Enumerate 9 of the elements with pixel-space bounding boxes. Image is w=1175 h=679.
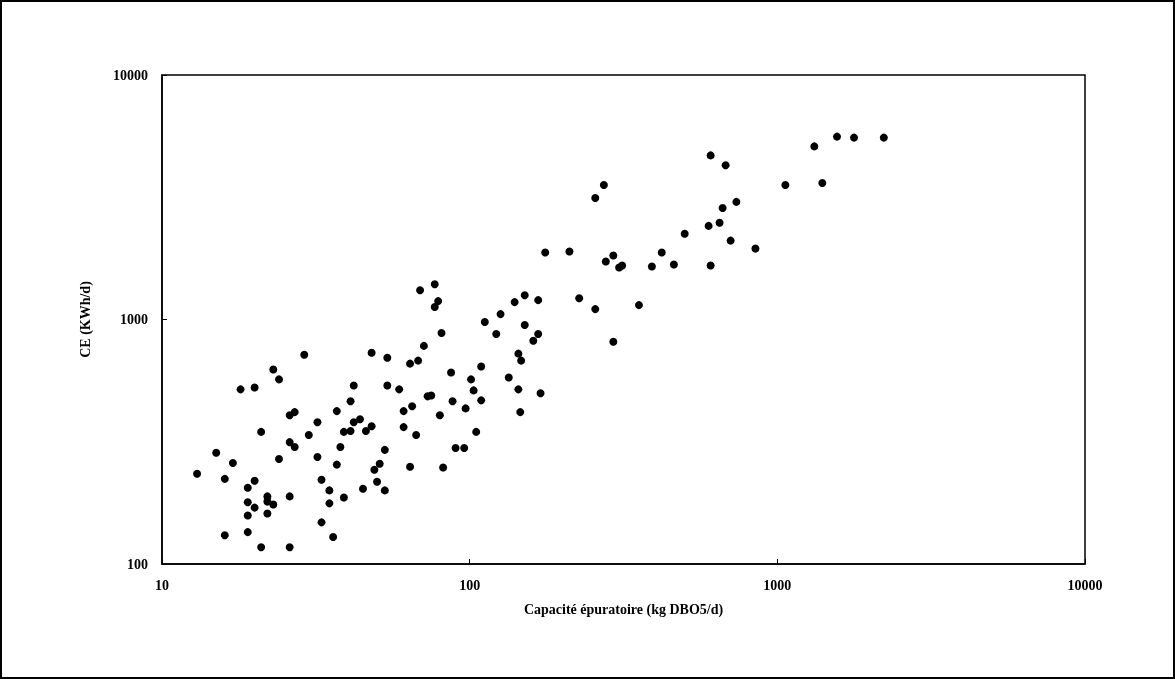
x-tick-label: 100 xyxy=(459,577,481,593)
x-tick-label: 10 xyxy=(155,577,169,593)
y-axis-title: CE (KWh/d) xyxy=(77,280,94,358)
x-axis-title: Capacité épuratoire (kg DBO5/d) xyxy=(523,601,724,618)
x-tick-label: 10000 xyxy=(1067,577,1103,593)
y-tick-label: 1000 xyxy=(120,312,148,327)
y-tick-label: 100 xyxy=(127,556,148,572)
y-tick-label: 10000 xyxy=(113,67,148,83)
x-tick-label: 1000 xyxy=(763,577,792,593)
